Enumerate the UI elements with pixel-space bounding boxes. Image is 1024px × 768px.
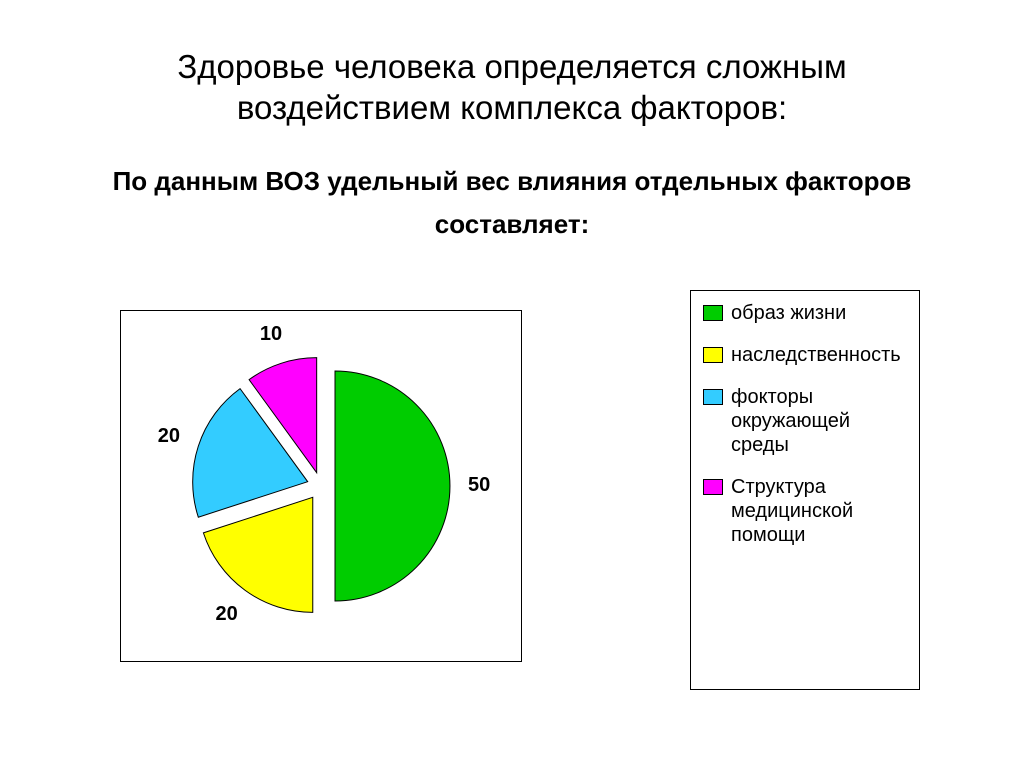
pie-slice — [335, 371, 450, 601]
pie-slice — [203, 497, 312, 612]
legend-swatch — [703, 389, 723, 405]
legend-swatch — [703, 305, 723, 321]
legend-item: образ жизни — [703, 301, 907, 325]
pie-chart: 50 20 20 10 — [120, 310, 522, 662]
slide-subtitle: По данным ВОЗ удельный вес влияния отдел… — [0, 160, 1024, 246]
legend-item: фокторы окружающей среды — [703, 385, 907, 457]
slide-title: Здоровье человека определяется сложным в… — [0, 46, 1024, 129]
pie-data-label: 20 — [158, 425, 180, 448]
legend-item: Структура медицинской помощи — [703, 475, 907, 547]
pie-data-label: 10 — [260, 323, 282, 346]
legend-label: образ жизни — [731, 301, 846, 325]
legend-item: наследственность — [703, 343, 907, 367]
pie-data-label: 50 — [468, 474, 490, 497]
legend-label: наследственность — [731, 343, 901, 367]
legend-label: Структура медицинской помощи — [731, 475, 907, 547]
pie-svg — [121, 311, 521, 661]
legend-swatch — [703, 347, 723, 363]
legend: образ жизни наследственность фокторы окруж… — [690, 290, 920, 690]
pie-data-label: 20 — [216, 603, 238, 626]
legend-label: фокторы окружающей среды — [731, 385, 907, 457]
legend-swatch — [703, 479, 723, 495]
slide: Здоровье человека определяется сложным в… — [0, 0, 1024, 768]
